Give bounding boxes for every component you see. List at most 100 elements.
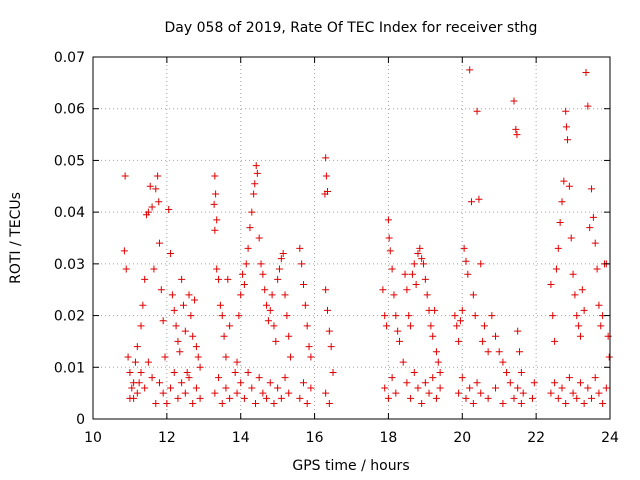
data-point <box>558 384 566 392</box>
data-point <box>580 399 588 407</box>
data-point <box>244 368 252 376</box>
data-point <box>287 353 295 361</box>
data-point <box>157 286 165 294</box>
data-point <box>564 136 572 144</box>
data-point <box>218 312 226 320</box>
data-point <box>128 384 136 392</box>
data-point <box>152 185 160 193</box>
data-point <box>436 368 444 376</box>
data-point <box>277 394 285 402</box>
x-tick-label: 22 <box>527 430 545 446</box>
data-point <box>233 358 241 366</box>
data-point <box>384 216 392 224</box>
data-point <box>468 198 476 206</box>
data-point <box>554 244 562 252</box>
data-point <box>455 389 463 397</box>
x-tick-label: 18 <box>380 430 398 446</box>
data-point <box>506 379 514 387</box>
data-point <box>394 327 402 335</box>
data-point <box>137 322 145 330</box>
data-point <box>179 301 187 309</box>
data-point <box>595 389 603 397</box>
data-point <box>192 343 200 351</box>
data-point <box>253 169 261 177</box>
y-tick-label: 0.06 <box>54 102 85 118</box>
data-point <box>549 312 557 320</box>
data-point <box>514 327 522 335</box>
data-point <box>141 384 149 392</box>
data-point <box>510 97 518 105</box>
data-point <box>259 270 267 278</box>
data-point <box>235 312 243 320</box>
data-point <box>569 389 577 397</box>
data-point <box>591 239 599 247</box>
x-tick-label: 24 <box>601 430 619 446</box>
data-point <box>268 291 276 299</box>
data-point <box>562 399 570 407</box>
data-point <box>552 265 560 273</box>
data-point <box>562 123 570 131</box>
data-point <box>301 301 309 309</box>
data-point <box>392 389 400 397</box>
data-point <box>414 250 422 258</box>
data-point <box>432 394 440 402</box>
data-point <box>473 107 481 115</box>
data-point <box>584 102 592 110</box>
y-tick-label: 0.02 <box>54 309 85 325</box>
data-point <box>131 358 139 366</box>
data-point <box>575 322 583 330</box>
data-point <box>432 348 440 356</box>
data-point <box>246 224 254 232</box>
data-point <box>554 394 562 402</box>
data-point <box>130 379 138 387</box>
data-point <box>126 368 134 376</box>
data-point <box>299 281 307 289</box>
x-tick-label: 16 <box>306 430 324 446</box>
data-point <box>242 260 250 268</box>
data-point <box>462 394 470 402</box>
data-point <box>248 384 256 392</box>
data-point <box>215 374 223 382</box>
data-point <box>477 260 485 268</box>
data-point <box>237 379 245 387</box>
data-point <box>385 234 393 242</box>
data-point <box>174 394 182 402</box>
data-point <box>255 374 263 382</box>
data-point <box>390 291 398 299</box>
data-point <box>303 399 311 407</box>
data-point <box>215 275 223 283</box>
data-point <box>599 399 607 407</box>
data-point <box>429 332 437 340</box>
data-point <box>418 399 426 407</box>
data-point <box>407 394 415 402</box>
data-point <box>211 172 219 180</box>
data-point <box>277 255 285 263</box>
data-point <box>458 306 466 314</box>
data-point <box>325 399 333 407</box>
data-point <box>471 312 479 320</box>
data-point <box>141 275 149 283</box>
data-point <box>595 301 603 309</box>
data-point <box>588 394 596 402</box>
data-point <box>495 348 503 356</box>
data-point <box>325 327 333 335</box>
data-point <box>431 306 439 314</box>
data-point <box>576 379 584 387</box>
data-point <box>388 265 396 273</box>
data-point <box>252 162 260 170</box>
x-tick-label: 12 <box>158 430 176 446</box>
data-point <box>576 332 584 340</box>
data-point <box>323 306 331 314</box>
data-point <box>144 358 152 366</box>
data-point <box>176 348 184 356</box>
data-point <box>530 379 538 387</box>
data-point <box>170 306 178 314</box>
data-point <box>499 358 507 366</box>
data-point <box>178 379 186 387</box>
data-point <box>185 374 193 382</box>
data-point <box>170 368 178 376</box>
data-point <box>512 125 520 133</box>
data-point <box>517 368 525 376</box>
data-point <box>565 374 573 382</box>
